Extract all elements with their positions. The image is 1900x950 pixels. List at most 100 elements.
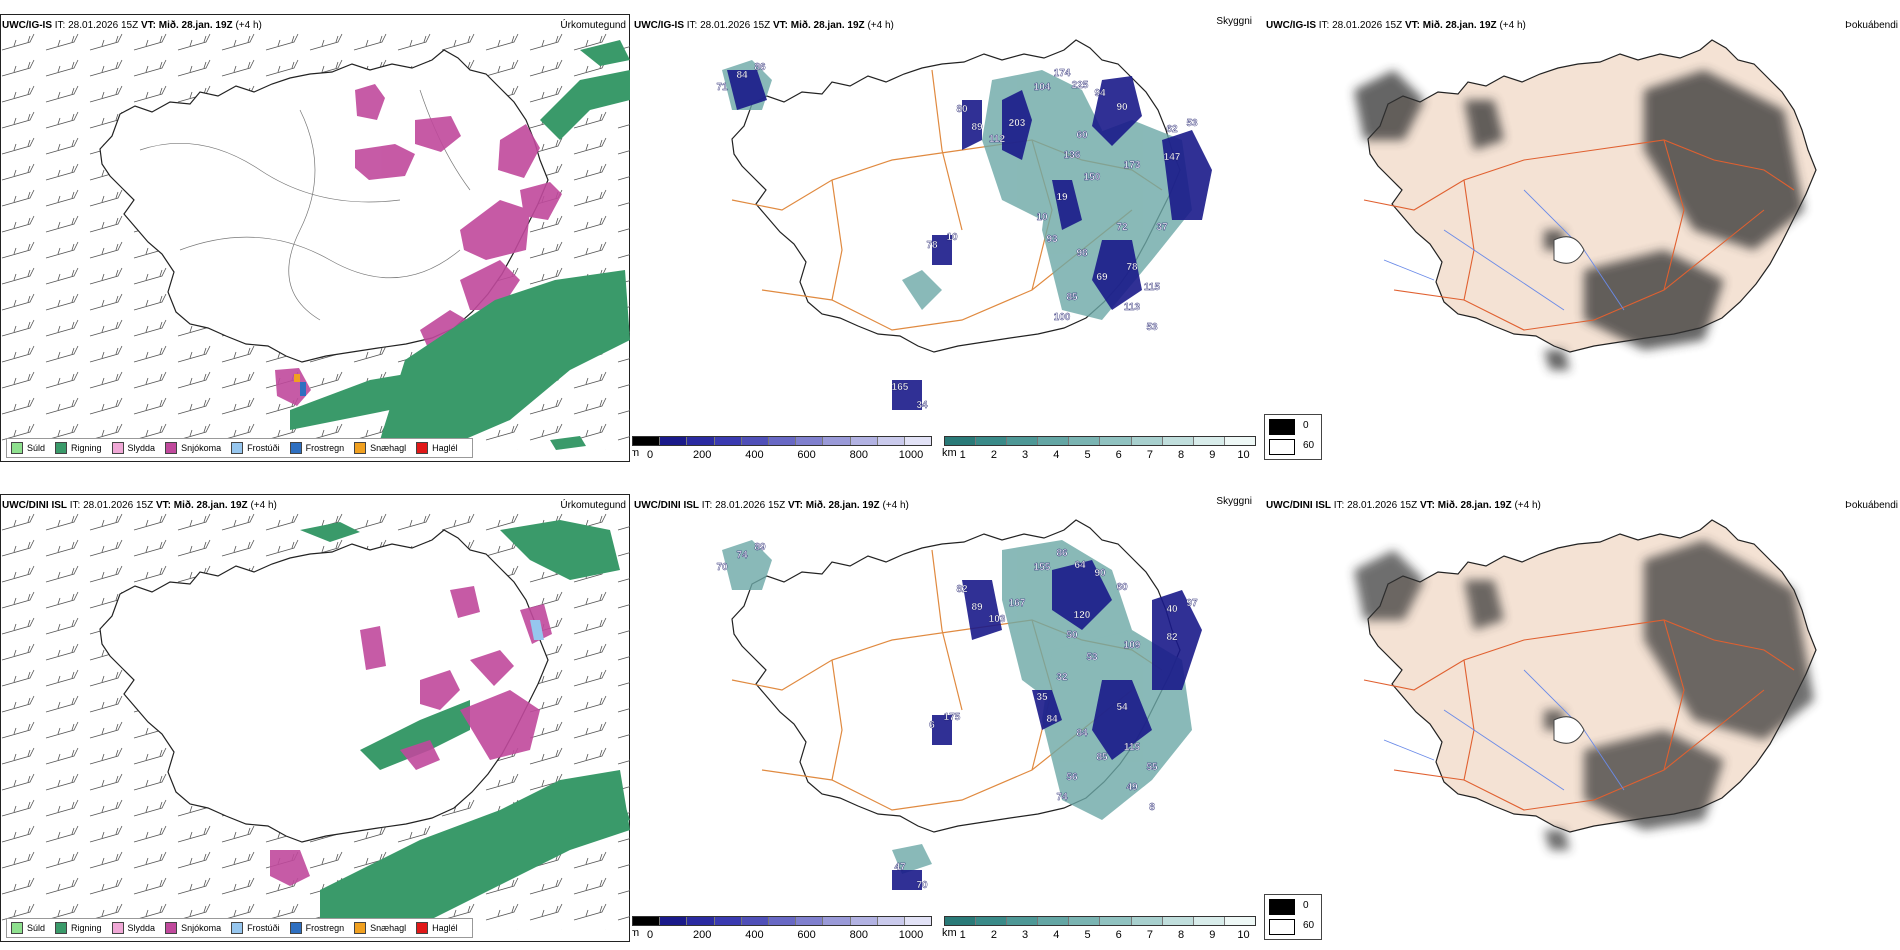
init-time: 28.01.2026 15Z	[1332, 20, 1403, 31]
cloud-base-value: 225	[1072, 80, 1089, 91]
cloud-base-value: 115	[1124, 742, 1141, 753]
colorbar-segment	[823, 437, 851, 445]
legend-item: Slydda	[111, 442, 155, 454]
visibility-ticks: 1 2 3 4 5 6 7 8 9 10	[944, 929, 1256, 941]
cloud-base-value: 103	[989, 614, 1006, 625]
glacier	[1553, 716, 1585, 744]
legend-swatch	[231, 442, 244, 454]
valid-time: Mið. 28.jan. 19Z	[1422, 20, 1497, 31]
valid-label: VT:	[155, 500, 171, 511]
legend-label: Slydda	[127, 923, 156, 933]
cloud-base-value: 74	[736, 550, 748, 561]
cloud-base-value: 155	[1034, 562, 1051, 573]
cloud-base-value: 64	[1074, 560, 1086, 571]
colorbar-tick: 2	[990, 449, 997, 461]
init-time: 28.01.2026 15Z	[68, 20, 139, 31]
cloud-map: 7489708289103167155866490604097120505310…	[716, 519, 1202, 891]
precip-type-panel: UWC/IG-IS IT: 28.01.2026 15Z VT: Mið. 28…	[0, 0, 632, 470]
visibility-colorbar: 1 2 3 4 5 6 7 8 9 10 km	[942, 916, 1256, 946]
legend-item: Frostúði	[231, 922, 280, 934]
cloud-base-value: 85	[1066, 292, 1078, 303]
cloud-base-value: 173	[1124, 160, 1141, 171]
fog-legend-swatch-high	[1269, 419, 1295, 435]
panel-title: Þokuábendi	[1845, 500, 1898, 511]
cloud-base-value: 98	[1076, 248, 1088, 259]
cloud-base-value: 19	[1056, 192, 1068, 203]
colorbar-segment	[714, 437, 742, 445]
init-label: IT:	[1318, 20, 1330, 31]
colorbar-segment	[768, 437, 797, 445]
legend-item: Haglél	[416, 442, 458, 454]
cloud-base-visibility-panel: UWC/DINI ISL IT: 28.01.2026 15Z VT: Mið.…	[632, 480, 1264, 950]
cloud-base-value: 84	[736, 70, 748, 81]
cloud-base-value: 167	[1009, 598, 1026, 609]
colorbar-segment	[904, 437, 932, 445]
colorbar-segment	[768, 917, 797, 925]
cloud-base-value: 80	[956, 104, 968, 115]
cloud-base-value: 71	[716, 82, 728, 93]
init-time: 28.01.2026 15Z	[1347, 500, 1418, 511]
colorbar-segment	[877, 917, 905, 925]
visibility-unit: km	[942, 447, 957, 459]
panel-header: UWC/DINI ISL IT: 28.01.2026 15Z VT: Mið.…	[1266, 500, 1541, 511]
colorbar-segment	[687, 437, 715, 445]
cloud-base-value: 70	[716, 562, 728, 573]
cloud-base-value: 55	[1146, 762, 1158, 773]
fog-legend-low: 60	[1303, 920, 1315, 931]
colorbar-tick: 7	[1146, 449, 1153, 461]
colorbar-segment	[945, 437, 977, 445]
cloud-base-value: 69	[1096, 272, 1108, 283]
legend-label: Haglél	[432, 923, 458, 933]
init-label: IT:	[686, 20, 698, 31]
legend-item: Frostúði	[231, 442, 280, 454]
colorbar-tick: 10	[1237, 929, 1250, 941]
rain-areas	[290, 40, 630, 450]
valid-time: Mið. 28.jan. 19Z	[158, 20, 233, 31]
valid-time: Mið. 28.jan. 19Z	[1437, 500, 1512, 511]
cloud-base-colorbar: 0 200 400 600 800 1000 m	[632, 436, 932, 466]
cloud-base-value: 104	[1034, 82, 1051, 93]
colorbar-segment	[1069, 917, 1101, 925]
colorbar-tick: 9	[1209, 449, 1216, 461]
legend-label: Frostregn	[305, 443, 345, 453]
legend-label: Rigning	[71, 443, 102, 453]
colorbar-tick: 400	[745, 929, 764, 941]
panel-title: Úrkomutegund	[560, 20, 626, 31]
model-name: UWC/DINI ISL	[2, 500, 67, 511]
colorbar-segment	[1162, 917, 1194, 925]
valid-label: VT:	[1419, 500, 1435, 511]
colorbar-tick: 4	[1053, 449, 1060, 461]
colorbar-tick: 1	[959, 449, 966, 461]
init-label: IT:	[1333, 500, 1345, 511]
cloud-base-value: 78	[1126, 262, 1138, 273]
panel-header: UWC/IG-IS IT: 28.01.2026 15Z VT: Mið. 28…	[1266, 20, 1526, 31]
panel-header: UWC/IG-IS IT: 28.01.2026 15Z VT: Mið. 28…	[634, 20, 894, 31]
cloud-base-value: 8	[1149, 802, 1155, 813]
legend-swatch	[289, 922, 302, 934]
valid-time: Mið. 28.jan. 19Z	[805, 500, 880, 511]
colorbar-segment	[633, 437, 661, 445]
snow-areas	[270, 586, 552, 886]
legend-label: Snæhagl	[370, 443, 407, 453]
legend-label: Frostúði	[247, 923, 280, 933]
cloud-base-value: 109	[1124, 640, 1141, 651]
fog-legend-low: 60	[1303, 440, 1315, 451]
cloud-base-areas	[727, 70, 1212, 410]
legend-label: Snjókoma	[181, 443, 222, 453]
colorbar-tick: 2	[990, 929, 997, 941]
cloud-base-value: 150	[1084, 172, 1101, 183]
colorbar-segment	[1131, 437, 1163, 445]
colorbar-tick: 1000	[898, 449, 924, 461]
freezing-drizzle-areas	[530, 620, 544, 640]
glacier	[1553, 236, 1585, 264]
valid-label: VT:	[787, 500, 803, 511]
cloud-base-value: 84	[1046, 714, 1058, 725]
legend-item: Snjókoma	[165, 922, 221, 934]
valid-label: VT:	[140, 20, 156, 31]
colorbar-segment	[1100, 437, 1132, 445]
lead-time: (+4 h)	[1514, 500, 1541, 511]
fog-legend: 0 60	[1264, 414, 1322, 460]
panel-title: Skyggni	[1216, 16, 1252, 27]
legend-label: Snæhagl	[370, 923, 407, 933]
